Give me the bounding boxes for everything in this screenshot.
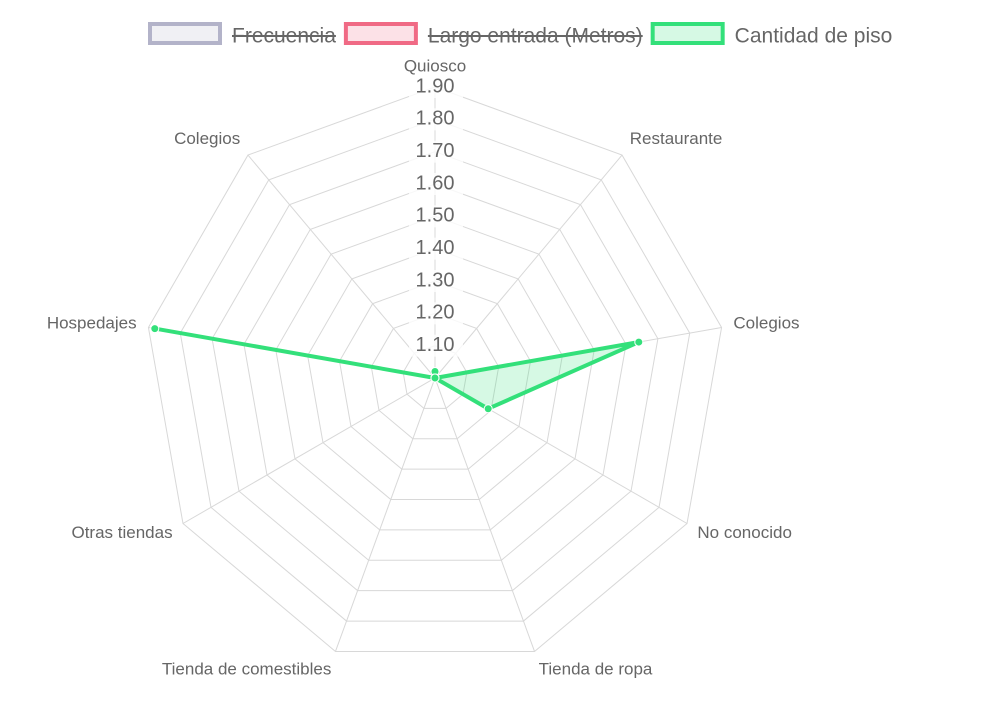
spoke bbox=[434, 154, 623, 379]
tick-backdrop bbox=[409, 270, 463, 292]
tick-label: 1.70 bbox=[416, 140, 455, 162]
point-label: Otras tiendas bbox=[71, 523, 172, 542]
tick-backdrop bbox=[409, 173, 463, 195]
grid-ring bbox=[307, 248, 563, 501]
tick-backdrop bbox=[409, 334, 463, 357]
point-label: Quiosco bbox=[404, 56, 466, 75]
point-label: Restaurante bbox=[630, 129, 723, 148]
grid-ring bbox=[211, 151, 659, 592]
radar-point bbox=[430, 373, 440, 383]
spoke bbox=[247, 154, 436, 379]
tick-label: 1.10 bbox=[416, 334, 455, 356]
grid-ring bbox=[275, 215, 595, 531]
radar-point bbox=[483, 404, 493, 414]
point-label: Tienda de ropa bbox=[539, 660, 653, 679]
tick-label: 1.40 bbox=[416, 237, 455, 259]
spoke bbox=[182, 377, 436, 524]
grid-ring bbox=[338, 280, 532, 470]
tick-label: 1.20 bbox=[416, 302, 455, 324]
point-label: Tienda de comestibles bbox=[162, 660, 331, 679]
tick-backdrop bbox=[409, 237, 463, 260]
tick-label: 1.90 bbox=[416, 75, 455, 97]
legend-swatch[interactable] bbox=[650, 22, 725, 45]
spoke bbox=[434, 377, 535, 652]
tick-backdrop bbox=[409, 140, 463, 163]
tick-backdrop bbox=[409, 108, 463, 131]
point-label: Colegios bbox=[733, 313, 799, 332]
grid-ring bbox=[370, 312, 500, 440]
legend-swatch[interactable] bbox=[343, 22, 418, 45]
legend-label[interactable]: Cantidad de piso bbox=[735, 25, 893, 48]
tick-label: 1.60 bbox=[416, 172, 455, 194]
tick-label: 1.50 bbox=[416, 205, 455, 227]
grid-ring bbox=[179, 118, 691, 622]
tick-backdrop bbox=[409, 302, 463, 325]
point-label: Colegios bbox=[174, 129, 240, 148]
radar-point bbox=[150, 324, 160, 334]
tick-label: 1.30 bbox=[416, 269, 455, 291]
point-label: Hospedajes bbox=[47, 313, 137, 332]
tick-backdrop bbox=[409, 205, 463, 228]
grid-ring bbox=[147, 86, 723, 652]
grid-ring bbox=[243, 183, 627, 561]
radar-area bbox=[152, 326, 641, 411]
tick-label: 1.80 bbox=[416, 108, 455, 130]
legend-swatch[interactable] bbox=[148, 22, 222, 45]
tick-backdrop bbox=[409, 76, 463, 98]
spoke bbox=[335, 377, 436, 652]
point-label: No conocido bbox=[697, 523, 792, 542]
radar-point bbox=[634, 337, 644, 347]
grid-ring bbox=[402, 345, 468, 409]
